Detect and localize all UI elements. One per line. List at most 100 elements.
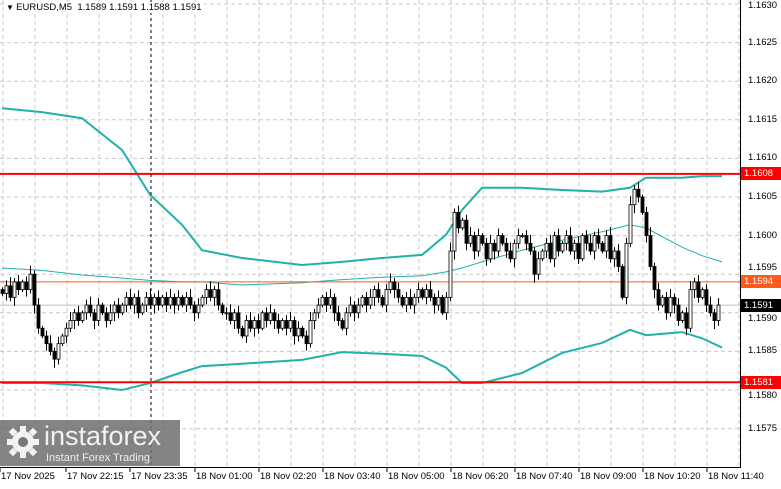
candle-body bbox=[164, 296, 169, 306]
candle-body bbox=[512, 242, 517, 260]
time-label: 17 Nov 22:15 bbox=[67, 471, 124, 482]
candle-body bbox=[428, 289, 433, 298]
candle-body bbox=[660, 296, 665, 306]
candle-body bbox=[636, 188, 641, 198]
candle-body bbox=[56, 343, 61, 360]
candle bbox=[364, 291, 369, 313]
candle bbox=[272, 308, 277, 330]
candle bbox=[116, 298, 121, 319]
candle bbox=[192, 301, 197, 322]
candle bbox=[0, 287, 5, 296]
candle bbox=[652, 262, 657, 299]
candle bbox=[404, 291, 409, 313]
candle-body bbox=[460, 219, 465, 229]
candle-body bbox=[600, 242, 605, 252]
candle bbox=[296, 321, 301, 342]
candle-body bbox=[64, 327, 69, 337]
candle-body bbox=[136, 296, 141, 314]
candle bbox=[28, 265, 33, 294]
candle-body bbox=[424, 289, 429, 298]
candle bbox=[216, 282, 221, 311]
gear-logo-icon bbox=[7, 426, 39, 458]
candle-body bbox=[536, 258, 541, 275]
candle-body bbox=[564, 235, 569, 244]
candle-body bbox=[404, 296, 409, 306]
candle-body bbox=[508, 250, 513, 260]
candle-body bbox=[88, 304, 93, 314]
candle-body bbox=[268, 312, 273, 321]
candle bbox=[252, 316, 257, 337]
candle-body bbox=[496, 235, 501, 252]
candle-body bbox=[452, 212, 457, 252]
candle bbox=[400, 295, 405, 308]
candle bbox=[240, 325, 245, 339]
candle bbox=[128, 288, 133, 309]
candle bbox=[16, 274, 21, 296]
candle bbox=[508, 242, 513, 263]
candle bbox=[616, 244, 621, 272]
candle-body bbox=[8, 285, 13, 298]
candle bbox=[332, 293, 337, 322]
candle-body bbox=[352, 304, 357, 314]
time-label: 18 Nov 03:40 bbox=[324, 471, 381, 482]
candle-body bbox=[80, 312, 85, 321]
candle-body bbox=[692, 281, 697, 291]
candle bbox=[244, 315, 249, 343]
candle-body bbox=[176, 296, 181, 306]
dropdown-triangle-icon[interactable]: ▼ bbox=[6, 3, 17, 12]
candle bbox=[596, 228, 601, 249]
candle-body bbox=[160, 296, 165, 306]
candle-body bbox=[396, 289, 401, 298]
candle bbox=[368, 288, 373, 309]
candle-body bbox=[172, 296, 177, 306]
price-label: 1.1580 bbox=[748, 390, 778, 401]
candle bbox=[540, 248, 545, 262]
candle bbox=[292, 316, 297, 345]
candle bbox=[20, 279, 25, 292]
price-label: 1.1600 bbox=[748, 230, 778, 241]
candle-body bbox=[36, 304, 41, 329]
candle-body bbox=[476, 235, 481, 252]
candle bbox=[276, 313, 281, 334]
candle bbox=[516, 228, 521, 249]
candle-body bbox=[580, 235, 585, 260]
candle-body bbox=[52, 350, 57, 360]
candle-body bbox=[4, 285, 9, 294]
candle-body bbox=[212, 289, 217, 298]
candle bbox=[452, 208, 457, 260]
candle-body bbox=[716, 304, 721, 321]
candle-body bbox=[668, 296, 673, 314]
candle-body bbox=[48, 343, 53, 352]
candle bbox=[608, 227, 613, 263]
bid-price-tag: 1.1591 bbox=[741, 299, 781, 312]
candle-body bbox=[312, 312, 317, 321]
bollinger-bands bbox=[1, 107, 723, 392]
candle bbox=[60, 333, 65, 346]
candle bbox=[348, 296, 353, 317]
candle-body bbox=[484, 242, 489, 260]
candle bbox=[572, 239, 577, 260]
candle bbox=[316, 298, 321, 319]
grid bbox=[0, 0, 740, 467]
candle bbox=[320, 295, 325, 308]
time-label: 17 Nov 2025 bbox=[1, 471, 55, 482]
candle-body bbox=[156, 296, 161, 306]
candle bbox=[108, 304, 113, 325]
candle bbox=[88, 296, 93, 317]
candle bbox=[500, 233, 505, 246]
candle bbox=[556, 228, 561, 257]
candle-body bbox=[656, 289, 661, 306]
candle bbox=[532, 247, 537, 283]
candle-body bbox=[556, 235, 561, 252]
instaforex-logo: instaforex Instant Forex Trading bbox=[0, 420, 180, 466]
candle bbox=[432, 293, 437, 314]
candle-body bbox=[116, 304, 121, 314]
candle-body bbox=[676, 304, 681, 321]
candle-body bbox=[576, 242, 581, 260]
candle-body bbox=[680, 312, 685, 321]
candle-body bbox=[416, 289, 421, 298]
candle bbox=[344, 307, 349, 336]
symbol-label: EURUSD,M5 bbox=[16, 2, 73, 13]
candle bbox=[312, 308, 317, 330]
